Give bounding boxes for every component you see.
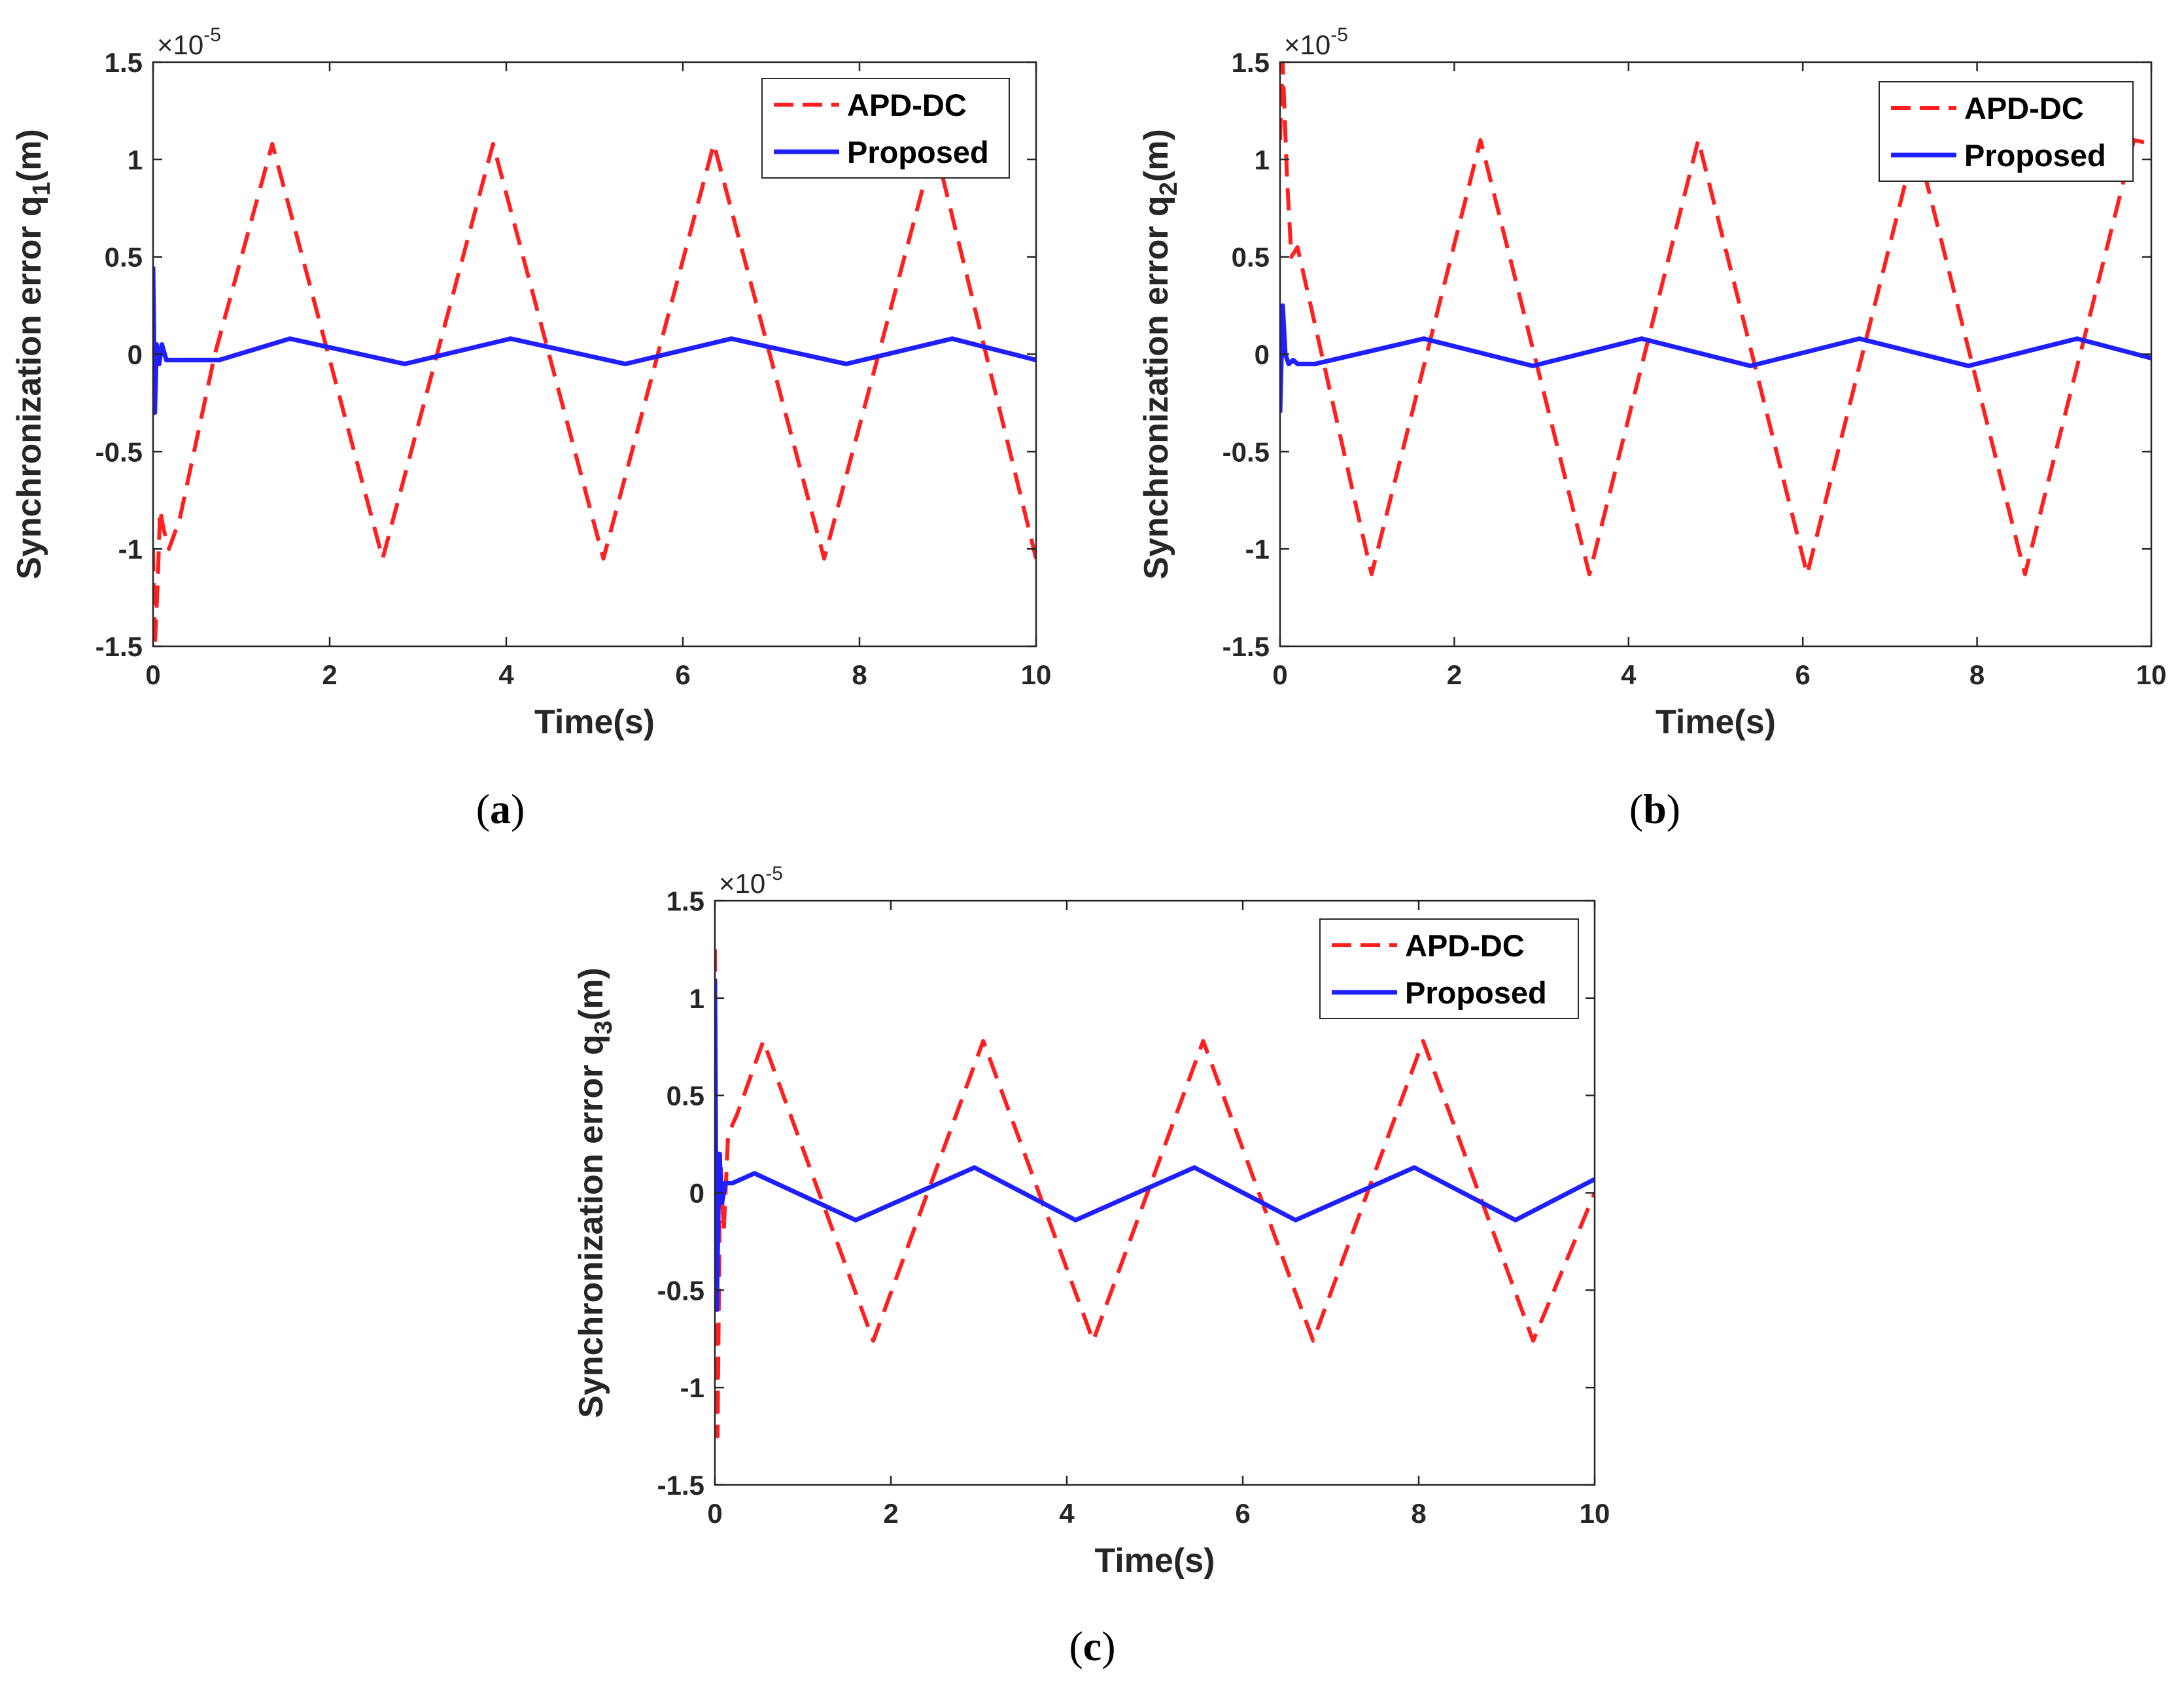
legend: APD-DC Proposed [1879, 81, 2134, 182]
legend-label: Proposed [847, 135, 989, 169]
y-tick-label: -1 [118, 534, 143, 565]
legend-label: APD-DC [1405, 928, 1525, 963]
y-tick-label: 1.5 [1232, 47, 1270, 78]
x-tick-label: 2 [322, 659, 337, 690]
x-tick-label: 10 [1021, 659, 1052, 690]
y-axis-label-prefix: Synchronization error q [10, 196, 48, 580]
x-tick-label: 8 [852, 659, 867, 690]
y-tick-label: 0 [689, 1178, 704, 1209]
caption-open: ( [476, 786, 490, 832]
y-tick-label: 1.5 [105, 47, 143, 78]
panel-caption: (c) [1069, 1623, 1115, 1669]
series-line-apd-dc [153, 142, 1036, 646]
y-tick-label: -1 [1245, 534, 1270, 565]
caption-close: ) [1667, 786, 1680, 832]
x-tick-label: 2 [883, 1498, 898, 1529]
legend-label: Proposed [1964, 138, 2106, 173]
y-multiplier-exponent: -5 [765, 863, 783, 884]
y-tick-label: -0.5 [657, 1275, 704, 1306]
caption-close: ) [1101, 1623, 1115, 1669]
x-tick-label: 6 [1795, 659, 1811, 690]
y-multiplier: ×10-5 [1284, 24, 1348, 60]
panel-caption: (b) [1629, 786, 1680, 832]
y-tick-label: -0.5 [95, 436, 143, 467]
legend-box [1319, 918, 1579, 1019]
y-multiplier-base: ×10 [157, 29, 203, 60]
y-tick-label: -1 [680, 1372, 704, 1403]
y-axis-label-subscript: 3 [590, 1020, 617, 1034]
y-tick-label: -0.5 [1222, 436, 1270, 467]
series-line-apd-dc [1280, 62, 2151, 576]
x-tick-label: 4 [1621, 659, 1637, 690]
y-tick-label: 1.5 [667, 886, 704, 916]
y-multiplier-base: ×10 [1284, 29, 1330, 60]
y-tick-label: 0 [128, 340, 143, 370]
legend-box [761, 78, 1010, 179]
x-tick-label: 8 [1411, 1498, 1426, 1529]
series-group [715, 949, 1595, 1438]
x-axis-label: Time(s) [1095, 1542, 1215, 1580]
y-axis-label-prefix: Synchronization error q [1137, 196, 1175, 580]
y-axis-label-subscript: 2 [1155, 182, 1183, 196]
x-tick-label: 8 [1969, 659, 1985, 690]
legend: APD-DC Proposed [1319, 918, 1579, 1019]
panel-caption: (a) [476, 786, 525, 832]
x-tick-label: 4 [498, 659, 514, 690]
legend: APD-DC Proposed [761, 78, 1010, 179]
y-multiplier: ×10-5 [157, 24, 221, 60]
y-axis-label-prefix: Synchronization error q [572, 1034, 610, 1418]
y-axis-label-suffix: (m) [1137, 129, 1175, 182]
x-tick-label: 6 [1235, 1498, 1250, 1529]
y-tick-label: 0.5 [1232, 242, 1270, 273]
x-tick-label: 6 [675, 659, 690, 690]
y-tick-label: 0.5 [105, 242, 143, 273]
series-group [1280, 62, 2151, 576]
x-tick-label: 10 [2136, 659, 2167, 690]
chart-panel-c: 0 2 4 6 8 10 -1.5 -1 -0.5 0 0.5 1 1.5 ×10-5 Time(s) Syn… [572, 863, 1610, 1669]
y-multiplier-base: ×10 [719, 868, 765, 899]
caption-letter: b [1643, 786, 1667, 832]
caption-letter: a [490, 786, 511, 832]
legend-label: Proposed [1405, 975, 1547, 1010]
caption-letter: c [1083, 1623, 1101, 1669]
y-tick-label: -1.5 [95, 631, 143, 662]
x-tick-label: 0 [145, 659, 160, 690]
legend-label: APD-DC [1964, 91, 2084, 126]
y-tick-label: 1 [128, 145, 143, 175]
x-tick-label: 0 [707, 1498, 722, 1529]
legend-box [1879, 81, 2134, 182]
caption-close: ) [511, 786, 525, 832]
y-tick-label: 1 [689, 983, 704, 1014]
chart-panel-a: 0 2 4 6 8 10 -1.5 -1 -0.5 0 0.5 1 1.5 ×10-5 Time(s) Syn… [10, 24, 1051, 832]
y-tick-label: -1.5 [657, 1470, 704, 1501]
y-axis-label: Synchronization error q1(m) [10, 129, 56, 580]
y-axis-label: Synchronization error q3(m) [572, 967, 617, 1418]
x-tick-label: 4 [1059, 1498, 1075, 1529]
y-axis-label: Synchronization error q2(m) [1137, 129, 1183, 580]
y-axis-label-subscript: 1 [28, 182, 56, 196]
caption-open: ( [1629, 786, 1643, 832]
caption-open: ( [1069, 1623, 1083, 1669]
x-axis-label: Time(s) [534, 703, 655, 741]
legend-label: APD-DC [847, 88, 967, 122]
y-axis-label-suffix: (m) [572, 967, 610, 1020]
y-tick-label: -1.5 [1222, 631, 1270, 662]
y-multiplier-exponent: -5 [1330, 24, 1348, 46]
series-line-proposed [715, 979, 1595, 1312]
x-tick-label: 0 [1272, 659, 1287, 690]
series-line-proposed [1280, 303, 2151, 413]
x-axis-label: Time(s) [1655, 703, 1776, 741]
x-tick-label: 2 [1447, 659, 1462, 690]
y-tick-label: 1 [1255, 145, 1270, 175]
y-multiplier-exponent: -5 [203, 24, 221, 46]
y-multiplier: ×10-5 [719, 863, 783, 899]
y-axis-label-suffix: (m) [10, 129, 48, 182]
y-tick-label: 0.5 [667, 1081, 704, 1111]
y-tick-label: 0 [1255, 340, 1270, 370]
x-tick-label: 10 [1580, 1498, 1610, 1529]
chart-panel-b: 0 2 4 6 8 10 -1.5 -1 -0.5 0 0.5 1 1.5 ×10-5 Time(s) Syn… [1137, 24, 2166, 832]
